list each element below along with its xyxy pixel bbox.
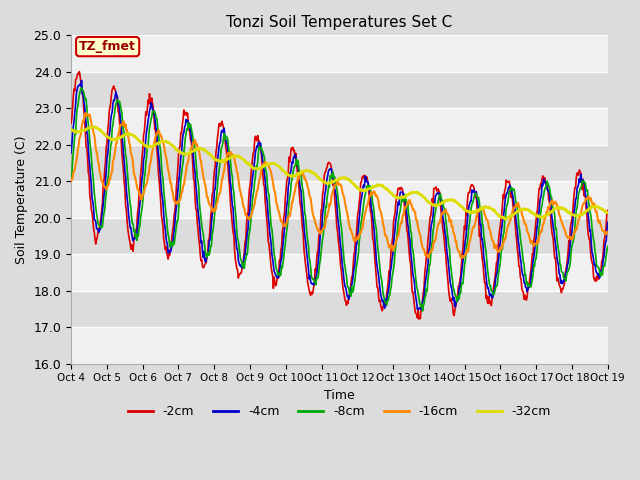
Bar — [71, 36, 608, 72]
Bar — [71, 254, 608, 291]
Title: Tonzi Soil Temperatures Set C: Tonzi Soil Temperatures Set C — [227, 15, 452, 30]
Y-axis label: Soil Temperature (C): Soil Temperature (C) — [15, 135, 28, 264]
Text: TZ_fmet: TZ_fmet — [79, 40, 136, 53]
Bar — [71, 327, 608, 364]
X-axis label: Time: Time — [324, 389, 355, 402]
Bar — [71, 181, 608, 218]
Bar — [71, 108, 608, 145]
Legend: -2cm, -4cm, -8cm, -16cm, -32cm: -2cm, -4cm, -8cm, -16cm, -32cm — [123, 400, 556, 423]
